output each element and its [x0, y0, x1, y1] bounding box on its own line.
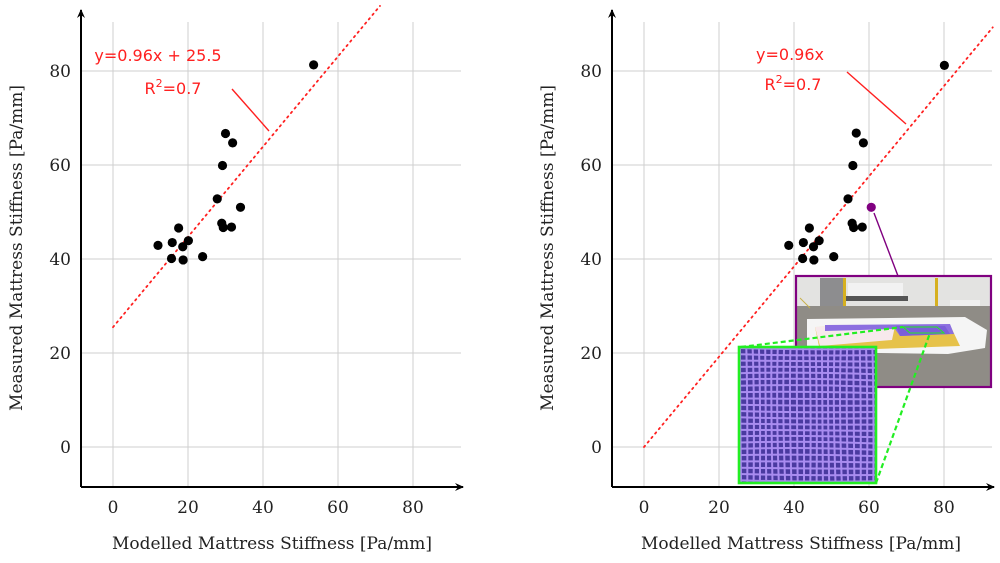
y-tick-label: 0: [60, 438, 71, 458]
data-point: [857, 222, 867, 232]
y-tick-label: 60: [580, 156, 602, 176]
x-tick-label: 20: [708, 498, 730, 518]
lattice-zoom-inset: [737, 345, 878, 485]
data-point: [198, 252, 208, 262]
data-point: [218, 222, 228, 233]
left-scatter-panel: 0 20 40 60 80 0 20 40 60 80 Modelled Mattress St…: [7, 4, 464, 554]
left-x-axis-title: Modelled Mattress Stiffness [Pa/mm]: [112, 534, 432, 554]
data-point: [798, 237, 808, 248]
fit-line: [112, 4, 381, 329]
data-point: [851, 128, 861, 138]
left-r2-prefix: R: [145, 79, 156, 98]
zoom-frame: [737, 345, 878, 485]
data-point: [212, 194, 222, 204]
data-point: [858, 138, 868, 148]
data-point: [804, 223, 814, 233]
x-tick-label: 80: [933, 498, 955, 518]
mattress-photo-inset: [794, 212, 993, 389]
data-point: [178, 255, 188, 265]
x-tick-label: 80: [402, 498, 424, 518]
data-point: [183, 236, 193, 246]
data-point: [784, 240, 794, 250]
x-tick-label: 60: [327, 498, 349, 518]
x-tick-label: 20: [177, 498, 199, 518]
right-y-tick-labels: 0 20 40 60 80: [580, 62, 602, 458]
y-tick-label: 0: [591, 438, 602, 458]
y-tick-label: 40: [49, 250, 71, 270]
data-point: [829, 252, 839, 262]
right-y-axis-title: Measured Mattress Stiffness [Pa/mm]: [538, 85, 558, 411]
right-r2-label: R2=0.7: [765, 73, 822, 94]
right-fit-equation: y=0.96x: [756, 45, 824, 64]
data-point: [226, 222, 237, 232]
y-tick-label: 80: [49, 62, 71, 82]
y-tick-label: 60: [49, 156, 71, 176]
left-r2-sup: 2: [156, 77, 163, 90]
x-tick-label: 40: [252, 498, 274, 518]
left-annotation-leader: [231, 88, 270, 132]
left-points: [153, 60, 319, 265]
left-grid: [81, 22, 461, 487]
data-point: [798, 253, 808, 264]
data-point: [849, 222, 859, 233]
y-tick-label: 20: [580, 344, 602, 364]
data-point: [178, 242, 188, 252]
y-tick-label: 80: [580, 62, 602, 82]
lattice-grid: [739, 347, 876, 483]
left-x-tick-labels: 0 20 40 60 80: [108, 498, 424, 518]
y-tick-label: 20: [49, 344, 71, 364]
left-fit-equation: y=0.96x + 25.5: [94, 46, 221, 65]
left-axes: [77, 9, 464, 491]
x-tick-label: 0: [639, 498, 650, 518]
data-point: [809, 255, 819, 265]
y-tick-label: 40: [580, 250, 602, 270]
data-point: [153, 240, 163, 250]
data-point: [808, 242, 819, 252]
data-point: [166, 253, 177, 264]
data-point: [174, 223, 184, 233]
right-r2-suffix: =0.7: [783, 75, 822, 94]
x-tick-label: 60: [858, 498, 880, 518]
photo-leader-line: [873, 212, 899, 277]
highlighted-data-point: [866, 202, 876, 212]
data-point: [235, 202, 246, 212]
left-r2-suffix: =0.7: [163, 79, 202, 98]
left-r2-label: R2=0.7: [145, 77, 202, 98]
right-r2-prefix: R: [765, 75, 776, 94]
data-point: [848, 160, 858, 171]
right-scatter-panel: 0 20 40 60 80 0 20 40 60 80 Modelled Mattress St…: [538, 9, 995, 554]
data-point: [814, 236, 824, 246]
data-point: [309, 60, 319, 70]
data-point: [228, 138, 238, 148]
right-axes: [608, 9, 995, 491]
data-point: [843, 194, 853, 204]
right-x-tick-labels: 0 20 40 60 80: [639, 498, 955, 518]
right-points: [784, 60, 949, 265]
mattress-photo: [796, 276, 991, 387]
left-y-axis-title: Measured Mattress Stiffness [Pa/mm]: [7, 85, 27, 411]
data-point: [220, 128, 231, 139]
right-r2-sup: 2: [776, 73, 783, 86]
data-point: [217, 160, 228, 171]
left-y-tick-labels: 0 20 40 60 80: [49, 62, 71, 458]
photo-frame: [794, 274, 993, 389]
right-annotation-leader: [846, 71, 907, 125]
zoom-connector-bottom: [874, 332, 932, 484]
data-point: [939, 60, 949, 70]
x-tick-label: 40: [783, 498, 805, 518]
x-tick-label: 0: [108, 498, 119, 518]
left-fit-line: [112, 4, 381, 329]
right-x-axis-title: Modelled Mattress Stiffness [Pa/mm]: [641, 534, 961, 554]
zoom-connector-top: [740, 325, 904, 349]
data-point: [167, 237, 177, 248]
